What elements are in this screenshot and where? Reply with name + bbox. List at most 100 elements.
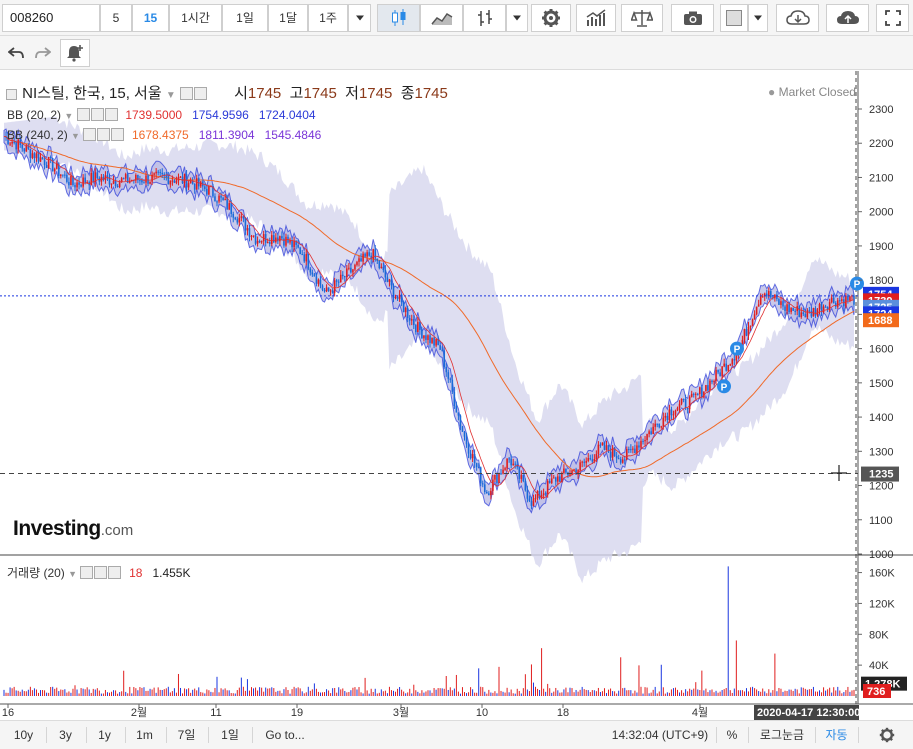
range-1m[interactable]: 1m	[136, 728, 153, 742]
candle-body	[128, 180, 131, 183]
eye-icon[interactable]	[80, 566, 94, 579]
candle-body	[372, 249, 375, 259]
chart-type-dropdown[interactable]	[506, 4, 528, 32]
candle-body	[57, 163, 60, 176]
settings-button[interactable]	[531, 4, 571, 32]
chevron-down-icon[interactable]: ▼	[68, 569, 78, 579]
candle-body	[514, 463, 517, 465]
volume-tick-label: 40K	[869, 660, 889, 672]
collapse-icon[interactable]	[6, 89, 17, 100]
close-icon[interactable]	[108, 566, 122, 579]
area-chart-button[interactable]	[420, 4, 463, 32]
candle-body	[703, 391, 705, 398]
candle-body	[684, 399, 687, 408]
range-3y[interactable]: 3y	[59, 728, 72, 742]
range-7d[interactable]: 7일	[177, 728, 196, 742]
candle-body	[366, 252, 368, 257]
candle-body	[806, 310, 809, 318]
indicator-bb20-legend[interactable]: BB (20, 2) ▼ 1739.5000 1754.9596 1724.04…	[7, 108, 316, 122]
candle-body	[110, 183, 113, 185]
interval-1mo[interactable]: 1달	[268, 4, 308, 32]
candle-body	[654, 423, 656, 427]
close-icon[interactable]	[111, 128, 125, 141]
gear-icon[interactable]	[97, 128, 111, 141]
candle-body	[317, 279, 320, 284]
interval-dropdown[interactable]	[348, 4, 371, 32]
candle-body	[394, 297, 397, 299]
color-picker-button[interactable]	[720, 4, 748, 32]
eye-icon[interactable]	[83, 128, 97, 141]
range-1y[interactable]: 1y	[98, 728, 111, 742]
gear-icon[interactable]	[94, 566, 108, 579]
indicators-button[interactable]	[576, 4, 616, 32]
candle-body	[475, 463, 478, 467]
current-time[interactable]: 14:32:04 (UTC+9)	[611, 728, 709, 742]
interval-15[interactable]: 15	[132, 4, 169, 32]
bb20-middle-line	[3, 136, 855, 499]
volume-legend[interactable]: 거래량 (20) ▼ 18 1.455K	[7, 564, 191, 581]
chart-area[interactable]: PPP2300220021002000190018001700160015001…	[0, 71, 913, 721]
color-dropdown[interactable]	[748, 4, 768, 32]
percent-toggle[interactable]: %	[726, 728, 738, 742]
symbol-input[interactable]: 008260	[2, 4, 100, 32]
scales-icon	[631, 10, 653, 27]
screenshot-button[interactable]	[671, 4, 714, 32]
price-chart[interactable]: PPP2300220021002000190018001700160015001…	[0, 71, 913, 721]
candle-body	[49, 156, 52, 158]
chevron-down-icon[interactable]: ▼	[64, 111, 74, 121]
candle-body	[640, 440, 642, 448]
cloud-download-button[interactable]	[776, 4, 819, 32]
volume-ma-value: 1.455K	[152, 566, 191, 580]
ohlc-bars-icon	[477, 10, 492, 26]
candle-body	[782, 301, 784, 307]
cloud-upload-button[interactable]	[826, 4, 869, 32]
chevron-down-icon[interactable]: ▼	[71, 131, 80, 141]
candle-body	[214, 196, 216, 202]
interval-1h[interactable]: 1시간	[169, 4, 222, 32]
candle-body	[139, 180, 141, 182]
header-tools[interactable]	[179, 85, 230, 102]
compare-button[interactable]	[621, 4, 663, 32]
log-scale-toggle[interactable]: 로그눈금	[759, 728, 805, 742]
candle-body	[175, 180, 178, 183]
candle-body	[295, 240, 297, 245]
price-tick-label: 1800	[869, 275, 893, 287]
range-10y[interactable]: 10y	[13, 728, 34, 742]
candle-body	[70, 175, 72, 186]
candle-body	[376, 258, 379, 261]
close-icon[interactable]	[104, 108, 118, 121]
candle-body	[315, 276, 318, 284]
bottom-settings-button[interactable]	[872, 721, 902, 749]
undo-button[interactable]	[2, 39, 29, 67]
range-1d[interactable]: 1일	[221, 728, 239, 742]
interval-5[interactable]: 5	[100, 4, 132, 32]
interval-1w[interactable]: 1주	[308, 4, 348, 32]
candle-body	[461, 426, 464, 432]
auto-scale-toggle[interactable]: 자동	[825, 728, 848, 742]
goto-button[interactable]: Go to...	[265, 728, 305, 742]
candle-body	[277, 237, 279, 242]
candle-body	[155, 171, 157, 174]
gear-icon[interactable]	[193, 87, 207, 100]
candle-body	[27, 145, 30, 149]
candle-body	[455, 405, 458, 413]
candle-body	[849, 296, 851, 301]
candle-body	[670, 409, 673, 416]
candle-body	[402, 302, 405, 313]
bb20-upper-value: 1754.9596	[192, 108, 249, 122]
candles-chart-button[interactable]	[377, 4, 420, 32]
candle-body	[747, 326, 750, 336]
redo-button[interactable]	[29, 39, 56, 67]
add-alert-button[interactable]	[60, 39, 90, 67]
gear-icon	[879, 727, 895, 743]
eye-icon[interactable]	[179, 87, 193, 100]
bars-chart-button[interactable]	[463, 4, 506, 32]
indicator-bb240-legend[interactable]: BB (240, 2) ▼ 1678.4375 1811.3904 1545.4…	[7, 128, 321, 142]
eye-icon[interactable]	[76, 108, 90, 121]
bottom-bar: 10y 3y 1y 1m 7일 1일 Go to... 14:32:04 (UT…	[0, 720, 913, 749]
interval-1d[interactable]: 1일	[222, 4, 268, 32]
fullscreen-button[interactable]	[876, 4, 909, 32]
chevron-down-icon	[513, 15, 521, 21]
chevron-down-icon[interactable]: ▼	[165, 90, 176, 101]
gear-icon[interactable]	[90, 108, 104, 121]
